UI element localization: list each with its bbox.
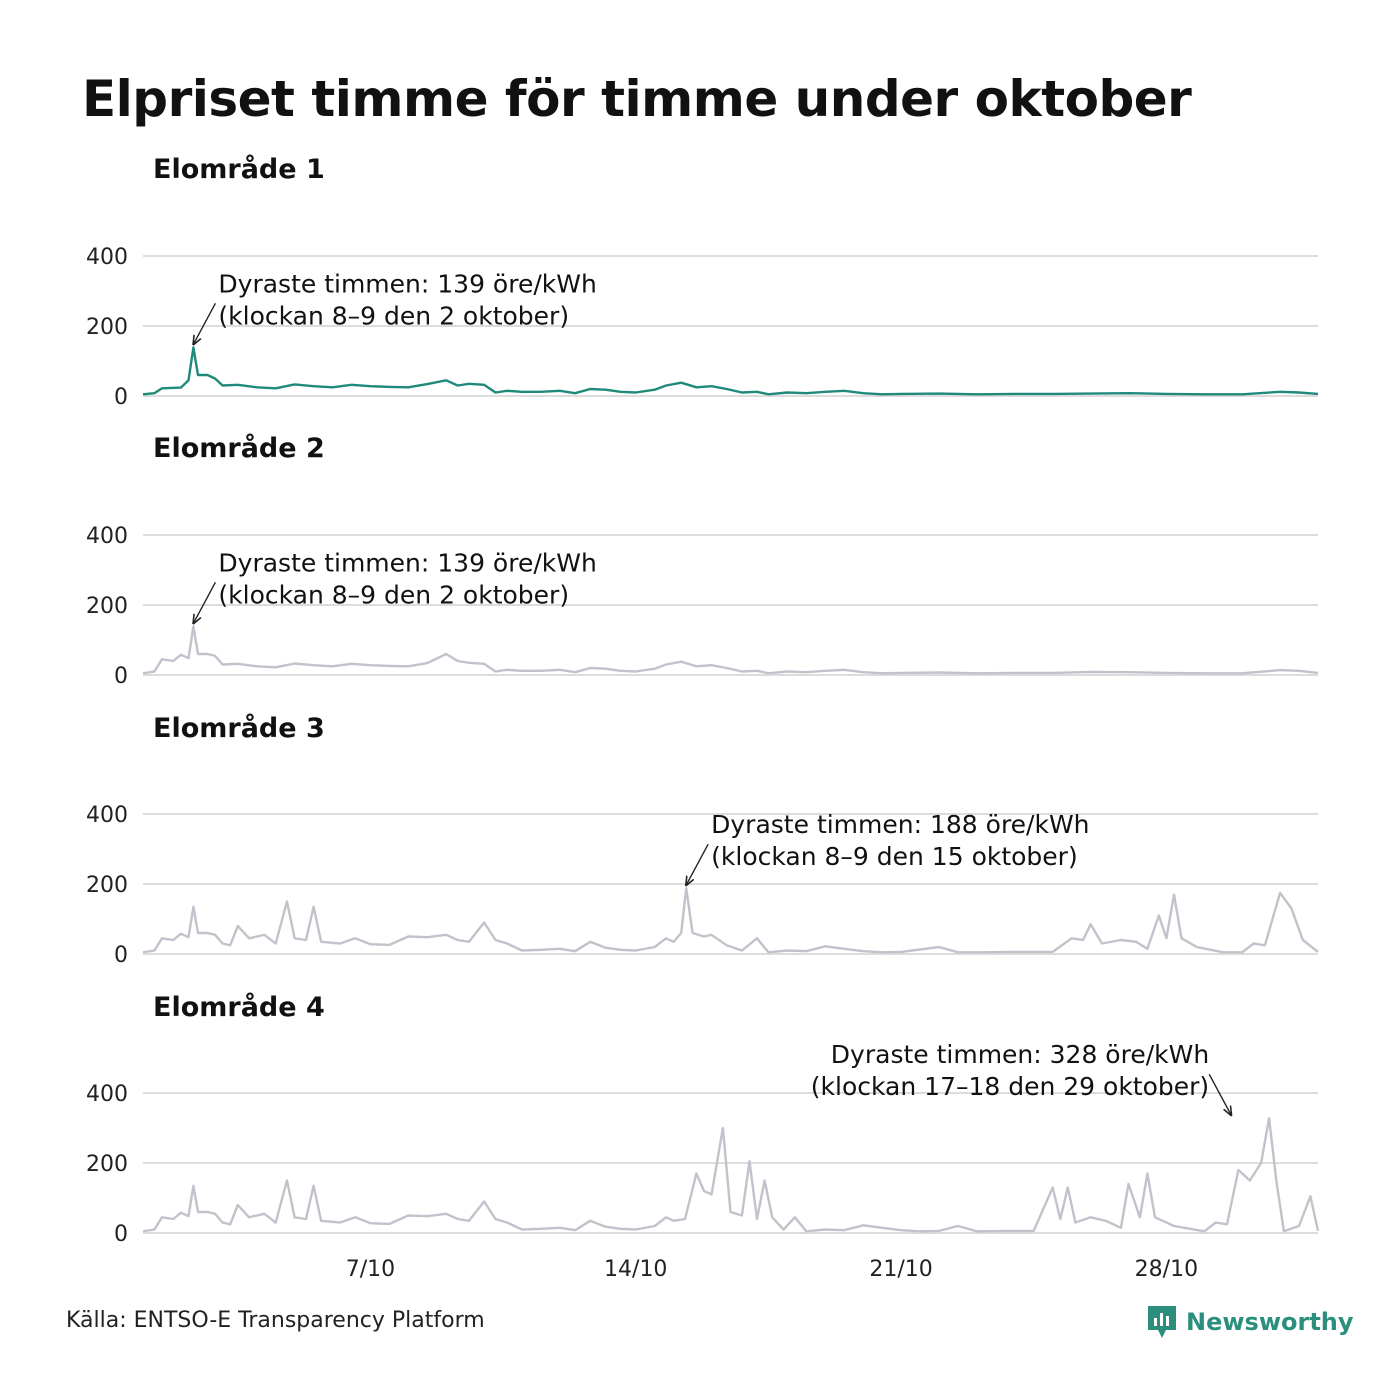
y-tick-label: 200 bbox=[86, 1152, 128, 1177]
y-tick-label: 0 bbox=[114, 664, 128, 689]
y-tick-label: 200 bbox=[86, 315, 128, 340]
y-tick-label: 400 bbox=[86, 803, 128, 828]
y-tick-label: 200 bbox=[86, 594, 128, 619]
y-tick-label: 200 bbox=[86, 873, 128, 898]
y-tick-label: 0 bbox=[114, 1222, 128, 1247]
panel-title: Elområde 2 bbox=[153, 432, 325, 464]
newsworthy-logo-icon bbox=[1148, 1306, 1176, 1338]
series-line[interactable] bbox=[142, 625, 1319, 675]
annotation-line-1: Dyraste timmen: 139 öre/kWh bbox=[218, 269, 596, 298]
x-tick-label: 14/10 bbox=[604, 1257, 667, 1282]
panel-title: Elområde 3 bbox=[153, 712, 325, 744]
annotation-line-1: Dyraste timmen: 328 öre/kWh bbox=[831, 1040, 1209, 1069]
series-line[interactable] bbox=[142, 887, 1319, 954]
x-tick-label: 7/10 bbox=[346, 1257, 395, 1282]
series-line[interactable] bbox=[142, 1117, 1320, 1233]
x-tick-label: 28/10 bbox=[1135, 1257, 1198, 1282]
annotation-arrow bbox=[1208, 1073, 1231, 1115]
annotation-arrow bbox=[193, 303, 217, 344]
annotation-arrow bbox=[193, 582, 217, 623]
y-tick-label: 0 bbox=[114, 943, 128, 968]
annotation-arrow bbox=[686, 843, 709, 885]
annotation-line-1: Dyraste timmen: 188 öre/kWh bbox=[711, 810, 1089, 839]
x-tick-label: 21/10 bbox=[869, 1257, 932, 1282]
y-tick-label: 400 bbox=[86, 524, 128, 549]
annotation-line-2: (klockan 8–9 den 2 oktober) bbox=[218, 301, 569, 330]
y-tick-label: 0 bbox=[114, 385, 128, 410]
y-tick-label: 400 bbox=[86, 245, 128, 270]
annotation-line-2: (klockan 8–9 den 2 oktober) bbox=[218, 580, 569, 609]
annotation-line-1: Dyraste timmen: 139 öre/kWh bbox=[218, 548, 596, 577]
panel-title: Elområde 4 bbox=[153, 991, 325, 1023]
y-tick-label: 400 bbox=[86, 1082, 128, 1107]
source-note: Källa: ENTSO-E Transparency Platform bbox=[66, 1308, 485, 1333]
chart-title: Elpriset timme för timme under oktober bbox=[82, 70, 1192, 128]
annotation-line-2: (klockan 8–9 den 15 oktober) bbox=[711, 842, 1078, 871]
brand-name: Newsworthy bbox=[1186, 1308, 1354, 1336]
brand-logo[interactable]: Newsworthy bbox=[1146, 1304, 1354, 1340]
annotation-line-2: (klockan 17–18 den 29 oktober) bbox=[811, 1072, 1209, 1101]
series-line[interactable] bbox=[142, 346, 1319, 396]
panel-title: Elområde 1 bbox=[153, 153, 325, 185]
chart-area: Elområde 1 0 200 400 Dyraste timmen: 139 öre… bbox=[86, 153, 1320, 1282]
